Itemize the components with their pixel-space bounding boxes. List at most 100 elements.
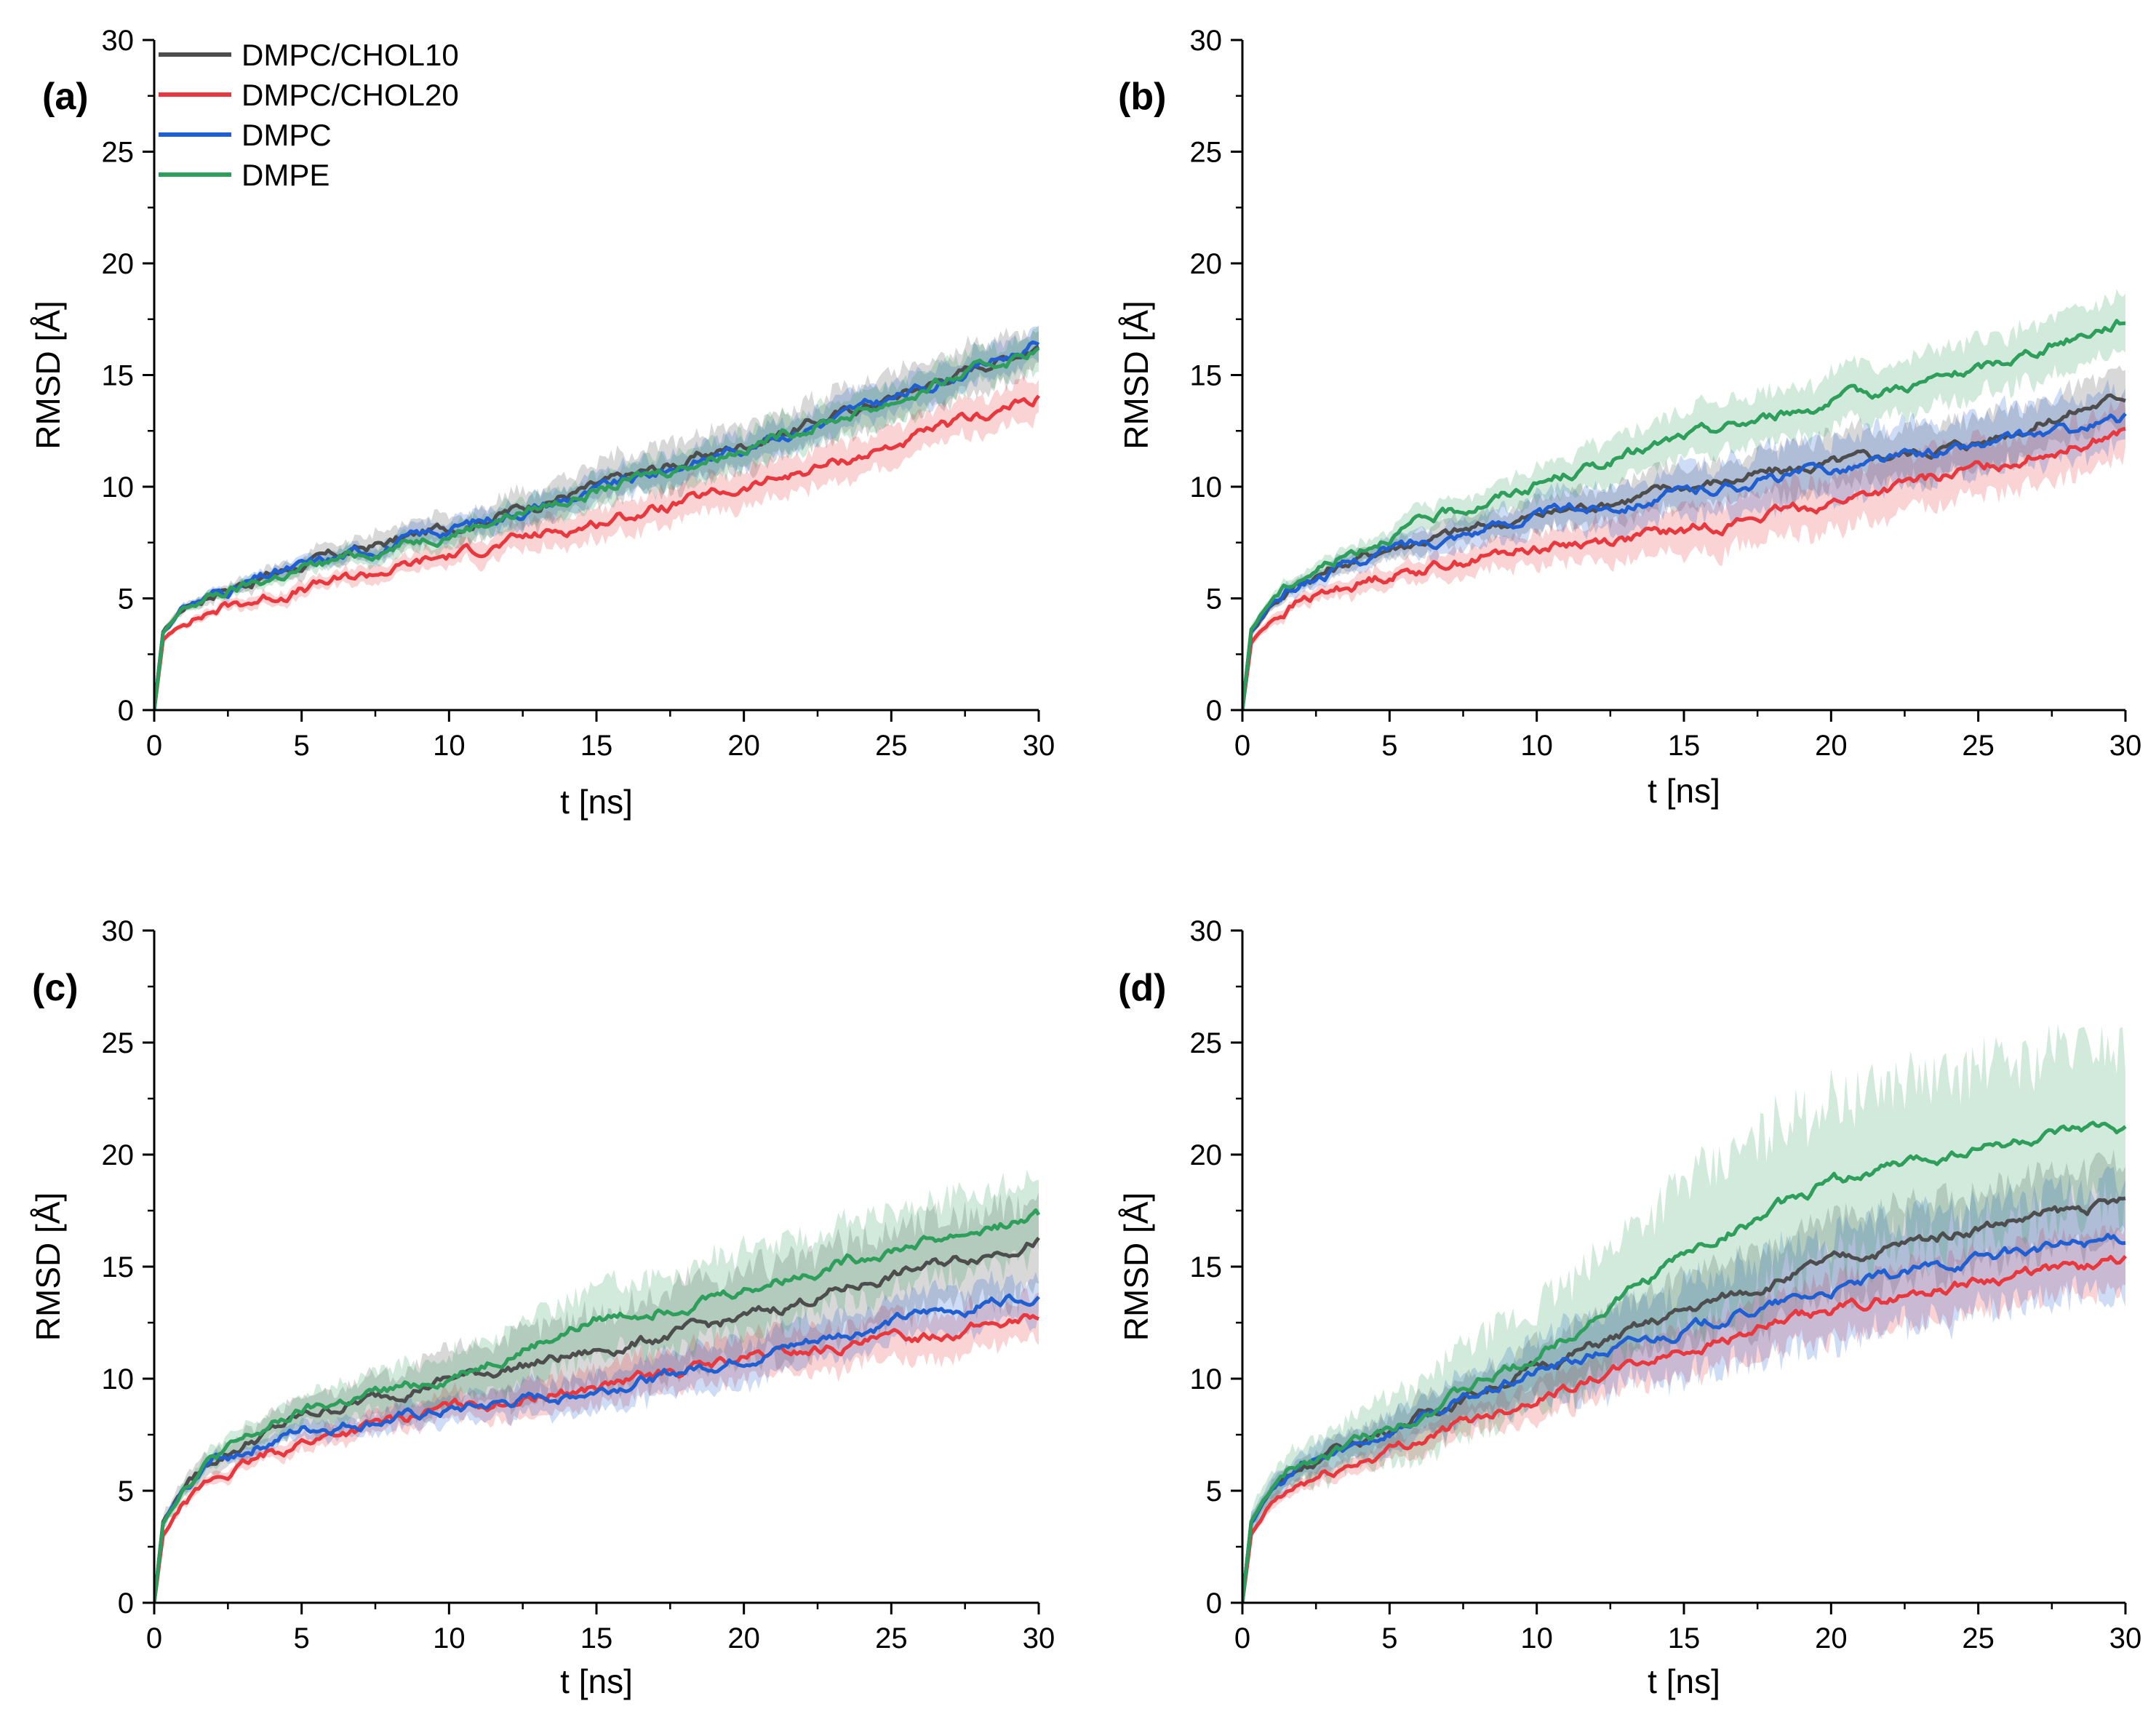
y-tick-label: 10 xyxy=(102,471,135,503)
panel-b: 0 5 10 15 20 25 30 0 5 10 15 20 25 30 t [ns] RMSD [Å] (b… xyxy=(1117,25,2141,810)
y-tick-label: 10 xyxy=(102,1363,135,1395)
panel-label: (d) xyxy=(1118,967,1166,1009)
y-tick-label: 20 xyxy=(1190,248,1223,280)
x-tick-label: 5 xyxy=(1381,1622,1397,1654)
x-tick-label: 30 xyxy=(1023,1622,1055,1654)
band-dmpc-chol20 xyxy=(154,375,1039,710)
y-axis-title: RMSD [Å] xyxy=(29,300,67,449)
band-dmpe xyxy=(1242,1024,2125,1603)
series-line-dmpc-chol20 xyxy=(1242,1254,2127,1604)
y-tick-label: 5 xyxy=(118,1475,134,1507)
y-tick-label: 0 xyxy=(118,1587,134,1620)
x-tick-label: 25 xyxy=(875,1622,908,1654)
x-tick-label: 0 xyxy=(146,730,162,762)
y-tick-label: 0 xyxy=(118,695,134,727)
series-line-dmpe xyxy=(154,346,1040,711)
x-tick-label: 10 xyxy=(1520,1622,1553,1654)
x-axis-title: t [ns] xyxy=(560,783,633,821)
y-axis-title: RMSD [Å] xyxy=(1117,300,1155,449)
panel-a: 0 5 10 15 20 25 30 0 5 10 15 20 25 30 t [ns] RMSD [Å] (a… xyxy=(29,25,1055,821)
panel-label: (a) xyxy=(42,76,89,118)
panel-c: 0 5 10 15 20 25 30 0 5 10 15 20 25 30 t [ns] RMSD [Å] (c… xyxy=(29,915,1055,1700)
x-tick-label: 5 xyxy=(1381,730,1397,762)
y-tick-label: 30 xyxy=(102,25,135,57)
y-tick-label: 0 xyxy=(1206,695,1222,727)
x-tick-label: 10 xyxy=(1520,730,1553,762)
y-tick-label: 5 xyxy=(1206,1475,1222,1507)
x-tick-label: 25 xyxy=(875,730,908,762)
x-tick-label: 10 xyxy=(433,1622,466,1654)
series-line-dmpc xyxy=(154,340,1040,711)
plot-area xyxy=(1242,289,2127,711)
y-tick-label: 25 xyxy=(102,137,135,169)
x-tick-label: 0 xyxy=(146,1622,162,1654)
x-tick-label: 0 xyxy=(1234,730,1250,762)
panel-label: (b) xyxy=(1118,76,1166,118)
x-tick-label: 30 xyxy=(2109,1622,2142,1654)
x-tick-label: 20 xyxy=(1815,730,1848,762)
y-tick-label: 10 xyxy=(1190,471,1223,503)
x-tick-label: 20 xyxy=(1815,1622,1848,1654)
legend-label: DMPC/CHOL10 xyxy=(241,38,459,72)
series-line-dmpc xyxy=(1242,412,2127,711)
x-tick-label: 15 xyxy=(580,730,613,762)
x-tick-label: 30 xyxy=(2109,730,2142,762)
series-line-dmpc xyxy=(154,1293,1040,1604)
y-tick-label: 5 xyxy=(118,583,134,615)
band-dmpc-chol20 xyxy=(1242,1224,2125,1603)
plot-area xyxy=(154,324,1040,711)
y-tick-label: 20 xyxy=(1190,1139,1223,1171)
x-tick-label: 10 xyxy=(433,730,466,762)
series-line-dmpc-chol20 xyxy=(154,394,1040,711)
y-tick-label: 5 xyxy=(1206,583,1222,615)
x-tick-label: 15 xyxy=(580,1622,613,1654)
x-axis-title: t [ns] xyxy=(1648,1662,1720,1700)
y-tick-label: 15 xyxy=(102,1251,135,1283)
plot-area xyxy=(1242,1024,2127,1604)
y-tick-label: 10 xyxy=(1190,1363,1223,1395)
y-tick-label: 30 xyxy=(102,915,135,947)
x-axis-title: t [ns] xyxy=(560,1662,633,1700)
y-tick-label: 0 xyxy=(1206,1587,1222,1620)
panel-label: (c) xyxy=(32,967,79,1009)
x-tick-label: 30 xyxy=(1023,730,1055,762)
y-tick-label: 25 xyxy=(1190,137,1223,169)
legend-label: DMPE xyxy=(241,158,330,192)
legend-label: DMPC xyxy=(241,118,332,152)
y-tick-label: 15 xyxy=(1190,360,1223,392)
y-tick-label: 15 xyxy=(1190,1251,1223,1283)
y-axis-title: RMSD [Å] xyxy=(1117,1192,1155,1341)
x-tick-label: 20 xyxy=(727,1622,760,1654)
y-tick-label: 15 xyxy=(102,360,135,392)
y-tick-label: 25 xyxy=(1190,1027,1223,1059)
y-tick-label: 30 xyxy=(1190,25,1223,57)
series-line-dmpe xyxy=(1242,319,2126,711)
series-line-dmpc xyxy=(1242,1232,2126,1604)
band-dmpc xyxy=(154,1270,1039,1603)
y-tick-label: 20 xyxy=(102,248,135,280)
series-line-dmpc-chol10 xyxy=(1242,1196,2126,1604)
band-dmpc-chol10 xyxy=(1242,1149,2125,1603)
x-tick-label: 25 xyxy=(1962,730,1995,762)
y-tick-label: 20 xyxy=(102,1139,135,1171)
band-dmpe xyxy=(1242,289,2125,710)
panel-d: 0 5 10 15 20 25 30 0 5 10 15 20 25 30 t [ns] RMSD [Å] (d… xyxy=(1117,915,2141,1700)
series-line-dmpe xyxy=(1242,1120,2127,1604)
x-tick-label: 0 xyxy=(1234,1622,1250,1654)
band-dmpe xyxy=(154,324,1039,710)
series-line-dmpc-chol20 xyxy=(1242,426,2126,711)
x-tick-label: 5 xyxy=(294,1622,310,1654)
band-dmpc xyxy=(1242,379,2125,710)
x-tick-label: 15 xyxy=(1668,730,1701,762)
legend: DMPC/CHOL10 DMPC/CHOL20 DMPC DMPE xyxy=(159,38,459,192)
plot-area xyxy=(154,1169,1041,1604)
band-dmpc-chol20 xyxy=(154,1288,1039,1603)
band-dmpc xyxy=(1242,1166,2125,1603)
x-tick-label: 5 xyxy=(294,730,310,762)
x-axis-title: t [ns] xyxy=(1648,772,1720,810)
legend-label: DMPC/CHOL20 xyxy=(241,78,459,112)
y-tick-label: 30 xyxy=(1190,915,1223,947)
x-tick-label: 15 xyxy=(1668,1622,1701,1654)
y-axis-title: RMSD [Å] xyxy=(29,1192,67,1341)
